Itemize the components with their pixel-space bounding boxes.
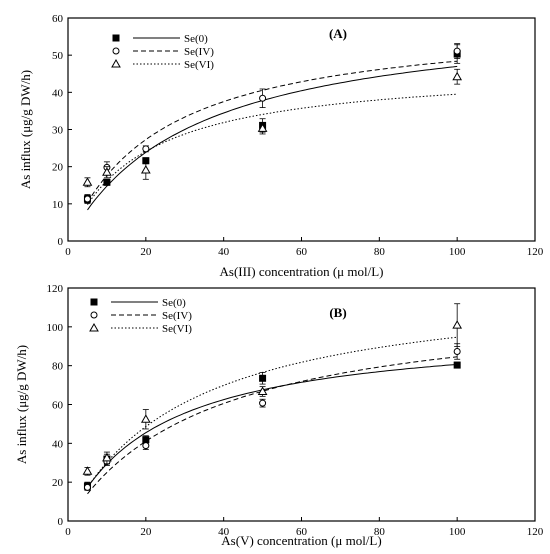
legend-label: Se(0) bbox=[162, 297, 186, 309]
x-tick-label: 20 bbox=[140, 246, 152, 258]
legend-marker bbox=[90, 311, 98, 319]
x-tick-label: 60 bbox=[296, 246, 308, 258]
data-point bbox=[453, 47, 461, 55]
data-point bbox=[142, 442, 150, 450]
legend-marker bbox=[112, 47, 120, 55]
data-point bbox=[102, 167, 112, 176]
x-tick-label: 100 bbox=[449, 246, 466, 258]
legend: Se(0)Se(IV)Se(VI) bbox=[111, 33, 214, 71]
y-tick-label: 20 bbox=[52, 162, 64, 174]
data-point bbox=[452, 320, 463, 329]
x-axis-title: As(V) concentration (μ mol/L) bbox=[221, 533, 381, 548]
data-point bbox=[142, 145, 150, 153]
legend-label: Se(IV) bbox=[162, 310, 192, 322]
data-point bbox=[259, 94, 267, 102]
fit-curve-sevi bbox=[87, 93, 458, 205]
x-axis-title: As(III) concentration (μ mol/L) bbox=[220, 264, 384, 279]
legend-marker bbox=[112, 34, 120, 42]
data-point bbox=[140, 165, 151, 174]
y-tick-label: 30 bbox=[52, 125, 64, 137]
plot-frame bbox=[67, 17, 536, 242]
data-point bbox=[453, 347, 461, 355]
y-tick-label: 40 bbox=[52, 87, 64, 99]
y-tick-label: 100 bbox=[47, 322, 64, 334]
fit-curve-se0 bbox=[87, 363, 458, 488]
y-tick-label: 60 bbox=[52, 13, 64, 25]
legend-label: Se(0) bbox=[184, 33, 208, 45]
y-tick-label: 10 bbox=[52, 199, 64, 211]
x-tick-label: 0 bbox=[65, 246, 71, 258]
plot-frame bbox=[67, 287, 536, 522]
x-tick-label: 80 bbox=[374, 526, 386, 538]
y-tick-label: 20 bbox=[52, 477, 64, 489]
x-tick-label: 40 bbox=[218, 246, 230, 258]
legend-label: Se(IV) bbox=[184, 46, 214, 58]
panel-label: (A) bbox=[329, 26, 347, 41]
data-point bbox=[103, 178, 111, 186]
x-tick-label: 100 bbox=[449, 526, 466, 538]
fit-curve-se0 bbox=[87, 65, 458, 211]
x-tick-label: 60 bbox=[296, 526, 308, 538]
fit-curve-seiv bbox=[87, 356, 458, 495]
data-point bbox=[83, 483, 91, 491]
x-tick-label: 0 bbox=[65, 526, 71, 538]
data-point bbox=[259, 374, 267, 382]
legend-marker bbox=[89, 322, 99, 332]
fit-curve-sevi bbox=[87, 336, 458, 488]
y-tick-label: 40 bbox=[52, 438, 64, 450]
legend-marker bbox=[90, 298, 98, 306]
data-point bbox=[82, 466, 93, 475]
y-axis-title: As influx (μg/g DW/h) bbox=[14, 345, 29, 464]
panel-a-chart: 0 20 40 60 80 100 120 0 10 20 30 40 50 60 As(III) conc… bbox=[18, 13, 544, 279]
legend-label: Se(VI) bbox=[184, 59, 214, 71]
x-tick-label: 120 bbox=[527, 246, 544, 258]
x-tick-label: 80 bbox=[374, 246, 386, 258]
data-point bbox=[259, 399, 267, 407]
y-tick-label: 0 bbox=[58, 236, 64, 248]
x-tick-label: 20 bbox=[140, 526, 152, 538]
legend-label: Se(VI) bbox=[162, 323, 192, 335]
data-point bbox=[140, 414, 151, 423]
data-point bbox=[83, 195, 91, 203]
x-tick-label: 120 bbox=[527, 526, 544, 538]
data-point bbox=[257, 386, 268, 395]
y-tick-label: 80 bbox=[52, 361, 64, 373]
y-tick-label: 60 bbox=[52, 400, 64, 412]
x-tick-label: 40 bbox=[218, 526, 230, 538]
data-point bbox=[102, 452, 112, 462]
data-point bbox=[452, 71, 463, 81]
data-point bbox=[453, 361, 461, 369]
fit-curve-seiv bbox=[87, 60, 458, 203]
data-point bbox=[82, 177, 93, 186]
y-tick-label: 50 bbox=[52, 50, 64, 62]
y-tick-label: 0 bbox=[58, 516, 64, 528]
y-tick-label: 120 bbox=[47, 283, 64, 295]
y-axis-title: As influx (μg/g DW/h) bbox=[18, 70, 33, 189]
data-point bbox=[257, 123, 268, 132]
legend: Se(0)Se(IV)Se(VI) bbox=[89, 297, 192, 335]
legend-marker bbox=[111, 58, 121, 68]
panel-b-chart: 0 20 40 60 80 100 120 0 20 40 60 80 100 120 As(V) conc… bbox=[14, 283, 544, 548]
panel-label: (B) bbox=[329, 305, 346, 320]
